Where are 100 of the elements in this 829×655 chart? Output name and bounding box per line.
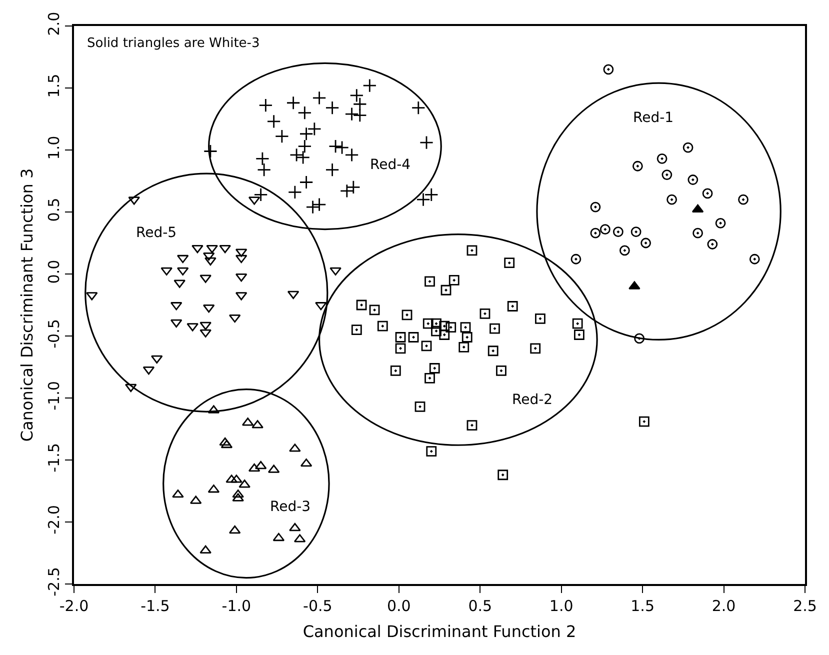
point <box>466 420 478 430</box>
point <box>574 330 584 340</box>
point <box>124 384 137 392</box>
point <box>395 332 406 342</box>
x-tick-label: -0.5 <box>303 597 332 615</box>
point <box>330 267 342 276</box>
point <box>715 218 726 228</box>
y-tick-label: 0.0 <box>45 260 63 284</box>
point <box>612 226 624 238</box>
point <box>439 330 450 340</box>
annotation: Red-1 <box>633 110 674 126</box>
point <box>254 188 268 202</box>
point <box>299 175 314 190</box>
point <box>200 274 212 283</box>
point <box>286 96 300 110</box>
point <box>340 184 354 198</box>
point <box>351 324 362 335</box>
point <box>466 245 478 256</box>
point <box>507 301 518 312</box>
point <box>632 160 643 172</box>
point <box>638 416 650 427</box>
point <box>232 490 244 498</box>
point <box>431 326 442 336</box>
point <box>228 314 241 323</box>
point <box>462 332 472 342</box>
point <box>424 372 435 384</box>
point <box>738 194 748 205</box>
point <box>266 114 281 128</box>
annotation: Red-4 <box>370 157 411 173</box>
point <box>662 170 672 180</box>
point <box>172 490 184 498</box>
point <box>288 185 302 200</box>
point <box>352 108 367 122</box>
point <box>480 308 490 319</box>
y-tick-label: 1.5 <box>45 74 63 98</box>
point <box>634 333 645 344</box>
point <box>496 366 506 376</box>
point <box>369 304 380 316</box>
point <box>235 254 248 264</box>
point <box>619 245 630 256</box>
point <box>422 318 434 329</box>
point <box>749 254 760 264</box>
point <box>656 153 668 164</box>
point <box>352 97 367 112</box>
x-tick-label: 0.5 <box>468 597 492 615</box>
point <box>204 257 216 266</box>
point <box>530 343 541 354</box>
point <box>232 493 244 502</box>
point <box>226 474 238 483</box>
point <box>440 284 452 296</box>
point <box>640 238 651 248</box>
point <box>692 228 703 238</box>
point <box>220 440 233 448</box>
point <box>344 107 359 122</box>
point <box>306 200 320 214</box>
point <box>590 202 601 212</box>
x-tick-label: -1.0 <box>222 597 252 615</box>
y-tick-label: -2.0 <box>45 505 63 534</box>
point <box>504 258 515 268</box>
point <box>666 194 677 205</box>
y-axis-title: Canonical Discriminant Function 3 <box>17 168 36 442</box>
point <box>274 129 289 144</box>
point <box>174 280 186 288</box>
point <box>296 150 310 164</box>
point <box>350 88 364 102</box>
point <box>535 313 546 324</box>
point <box>203 144 218 158</box>
point <box>228 525 241 534</box>
point <box>312 90 326 105</box>
point <box>219 437 231 446</box>
point <box>682 142 694 153</box>
point <box>255 152 270 166</box>
point <box>248 463 260 472</box>
point <box>570 254 582 264</box>
point <box>416 192 430 207</box>
point <box>150 355 163 364</box>
point <box>707 239 718 250</box>
point <box>603 64 614 75</box>
point <box>702 188 713 199</box>
point <box>395 343 406 354</box>
point <box>170 319 182 328</box>
x-tick-label: 2.0 <box>712 597 736 615</box>
point <box>257 162 272 177</box>
point <box>498 470 508 480</box>
point <box>414 401 426 412</box>
point <box>200 545 212 554</box>
x-tick-label: 2.5 <box>793 597 817 615</box>
point <box>160 267 172 276</box>
x-tick-label: -2.0 <box>59 597 89 615</box>
y-tick-label: -0.5 <box>45 319 63 348</box>
annotation: Solid triangles are White-3 <box>87 36 260 51</box>
point <box>402 310 412 320</box>
point <box>362 78 377 93</box>
point <box>429 363 440 374</box>
point <box>490 323 500 334</box>
point <box>290 148 304 162</box>
point <box>356 300 367 310</box>
y-tick-label: 0.5 <box>45 198 63 222</box>
x-axis-title: Canonical Discriminant Function 2 <box>302 622 576 642</box>
point <box>448 275 460 286</box>
